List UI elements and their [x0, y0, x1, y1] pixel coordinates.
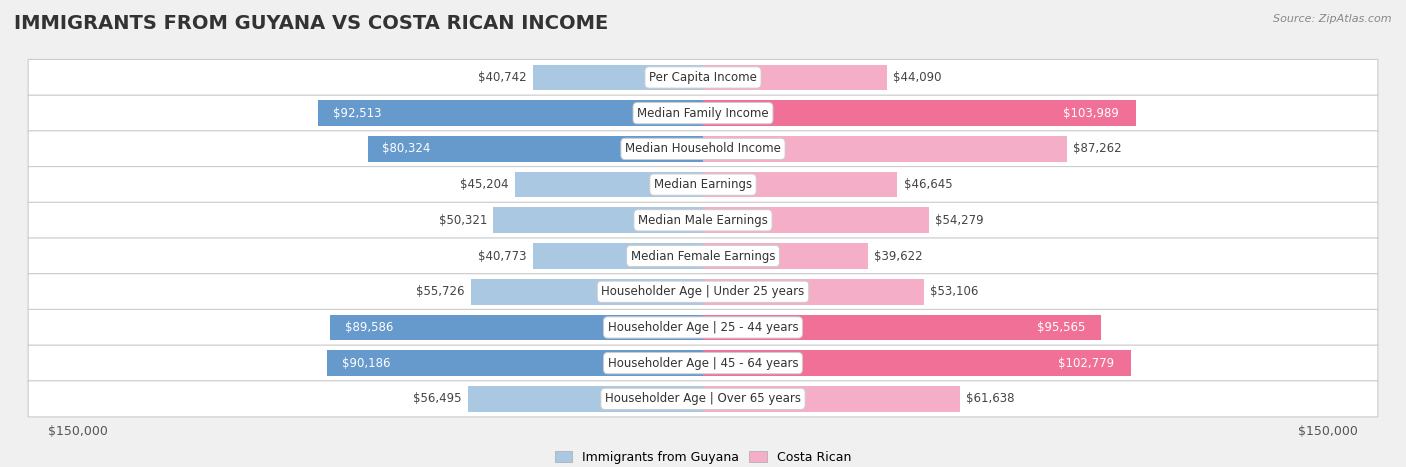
- FancyBboxPatch shape: [28, 345, 1378, 381]
- FancyBboxPatch shape: [28, 167, 1378, 203]
- Text: $89,586: $89,586: [344, 321, 394, 334]
- FancyBboxPatch shape: [28, 59, 1378, 95]
- FancyBboxPatch shape: [28, 274, 1378, 310]
- FancyBboxPatch shape: [28, 310, 1378, 346]
- Text: Median Household Income: Median Household Income: [626, 142, 780, 156]
- Text: Median Male Earnings: Median Male Earnings: [638, 214, 768, 227]
- Bar: [368, 136, 703, 162]
- FancyBboxPatch shape: [28, 131, 1378, 167]
- Text: $53,106: $53,106: [931, 285, 979, 298]
- Text: $55,726: $55,726: [416, 285, 464, 298]
- Text: Per Capita Income: Per Capita Income: [650, 71, 756, 84]
- Text: Median Female Earnings: Median Female Earnings: [631, 249, 775, 262]
- Text: Householder Age | 25 - 44 years: Householder Age | 25 - 44 years: [607, 321, 799, 334]
- Legend: Immigrants from Guyana, Costa Rican: Immigrants from Guyana, Costa Rican: [550, 446, 856, 467]
- Text: Householder Age | 45 - 64 years: Householder Age | 45 - 64 years: [607, 357, 799, 370]
- FancyBboxPatch shape: [28, 238, 1378, 274]
- Bar: [468, 386, 703, 412]
- Bar: [494, 207, 703, 233]
- FancyBboxPatch shape: [28, 95, 1378, 131]
- Text: $45,204: $45,204: [460, 178, 509, 191]
- Text: Source: ZipAtlas.com: Source: ZipAtlas.com: [1274, 14, 1392, 24]
- Bar: [703, 315, 1101, 340]
- Bar: [703, 64, 887, 90]
- Bar: [703, 350, 1132, 376]
- Bar: [328, 350, 703, 376]
- Bar: [318, 100, 703, 126]
- Text: $95,565: $95,565: [1036, 321, 1085, 334]
- Text: $54,279: $54,279: [935, 214, 984, 227]
- Bar: [703, 100, 1136, 126]
- FancyBboxPatch shape: [28, 202, 1378, 238]
- Text: $40,742: $40,742: [478, 71, 527, 84]
- Text: $39,622: $39,622: [875, 249, 922, 262]
- Bar: [533, 64, 703, 90]
- Bar: [703, 207, 929, 233]
- Text: $90,186: $90,186: [342, 357, 391, 370]
- Bar: [703, 386, 960, 412]
- Bar: [703, 172, 897, 198]
- Bar: [471, 279, 703, 304]
- Text: $46,645: $46,645: [904, 178, 952, 191]
- Bar: [515, 172, 703, 198]
- Text: $80,324: $80,324: [382, 142, 430, 156]
- Text: $44,090: $44,090: [893, 71, 942, 84]
- Text: $56,495: $56,495: [413, 392, 461, 405]
- Text: Median Family Income: Median Family Income: [637, 106, 769, 120]
- Text: IMMIGRANTS FROM GUYANA VS COSTA RICAN INCOME: IMMIGRANTS FROM GUYANA VS COSTA RICAN IN…: [14, 14, 609, 33]
- Bar: [330, 315, 703, 340]
- Text: $87,262: $87,262: [1073, 142, 1122, 156]
- Text: Householder Age | Over 65 years: Householder Age | Over 65 years: [605, 392, 801, 405]
- Text: $50,321: $50,321: [439, 214, 486, 227]
- Text: $61,638: $61,638: [966, 392, 1015, 405]
- Text: Householder Age | Under 25 years: Householder Age | Under 25 years: [602, 285, 804, 298]
- Bar: [703, 279, 924, 304]
- FancyBboxPatch shape: [28, 381, 1378, 417]
- Bar: [703, 243, 868, 269]
- Text: $92,513: $92,513: [333, 106, 381, 120]
- Text: $40,773: $40,773: [478, 249, 527, 262]
- Text: $102,779: $102,779: [1057, 357, 1114, 370]
- Text: $103,989: $103,989: [1063, 106, 1119, 120]
- Bar: [533, 243, 703, 269]
- Text: Median Earnings: Median Earnings: [654, 178, 752, 191]
- Bar: [703, 136, 1067, 162]
